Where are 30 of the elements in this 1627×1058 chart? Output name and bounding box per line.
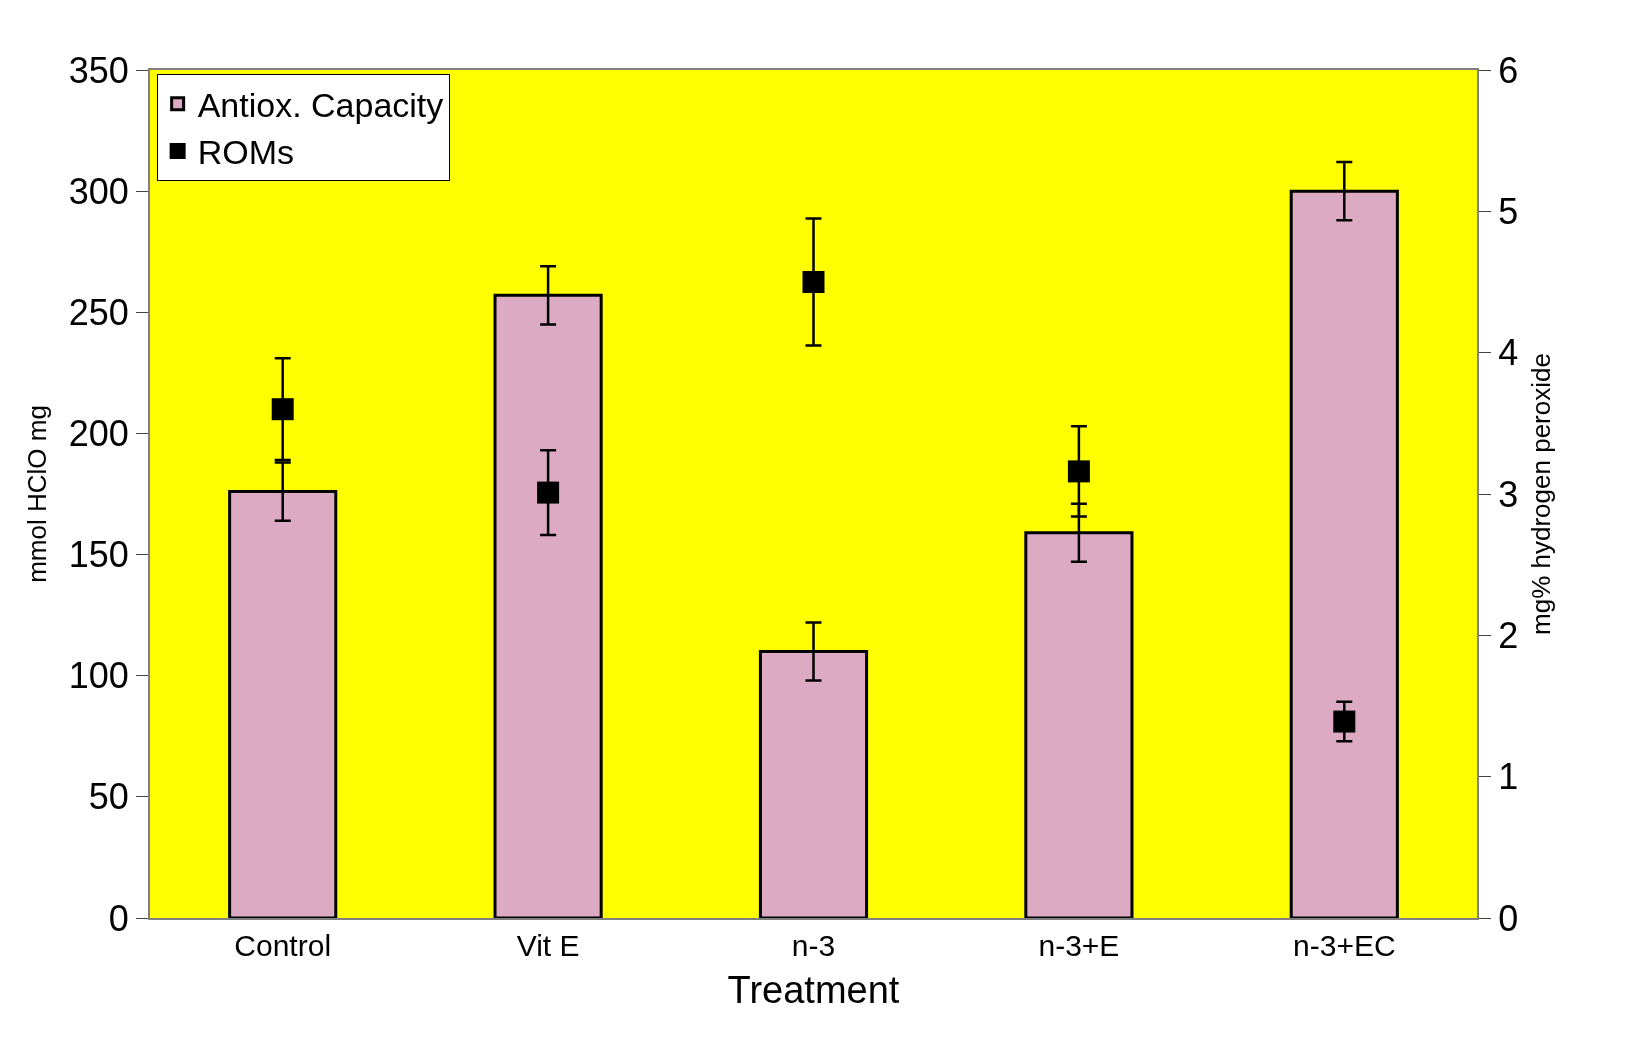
y-tick-label: 300: [68, 170, 129, 212]
point: [1067, 460, 1090, 483]
y2-tick-label: 2: [1498, 614, 1519, 656]
y2-tick-label: 3: [1498, 473, 1519, 515]
y-tick-label: 50: [88, 776, 129, 818]
x-tick-label: Control: [234, 929, 332, 962]
y2-tick-label: 5: [1498, 190, 1519, 232]
y2-tick-label: 6: [1498, 49, 1519, 91]
legend-label: ROMs: [197, 133, 294, 172]
x-tick-label: n-3+EC: [1293, 929, 1396, 962]
x-tick-label: n-3: [791, 929, 836, 962]
y-tick-label: 200: [68, 413, 129, 455]
y-tick-label: 350: [68, 49, 129, 91]
x-axis-title: Treatment: [727, 968, 900, 1011]
point: [1333, 710, 1356, 733]
y2-axis-title: mg% hydrogen peroxide: [1526, 353, 1557, 635]
x-tick-label: n-3+E: [1038, 929, 1120, 962]
y-tick-label: 0: [108, 897, 129, 939]
y-tick-label: 150: [68, 534, 129, 576]
y2-tick-label: 4: [1498, 332, 1519, 374]
y2-tick-label: 0: [1498, 897, 1519, 939]
y-tick-label: 100: [68, 655, 129, 697]
y-axis-title: mmol HClO mg: [21, 405, 52, 583]
point: [537, 481, 560, 504]
x-tick-label: Vit E: [516, 929, 580, 962]
y-tick-label: 250: [68, 291, 129, 333]
legend-label: Antiox. Capacity: [197, 86, 444, 125]
point: [802, 271, 825, 293]
y2-tick-label: 1: [1498, 756, 1519, 798]
point: [271, 398, 294, 421]
